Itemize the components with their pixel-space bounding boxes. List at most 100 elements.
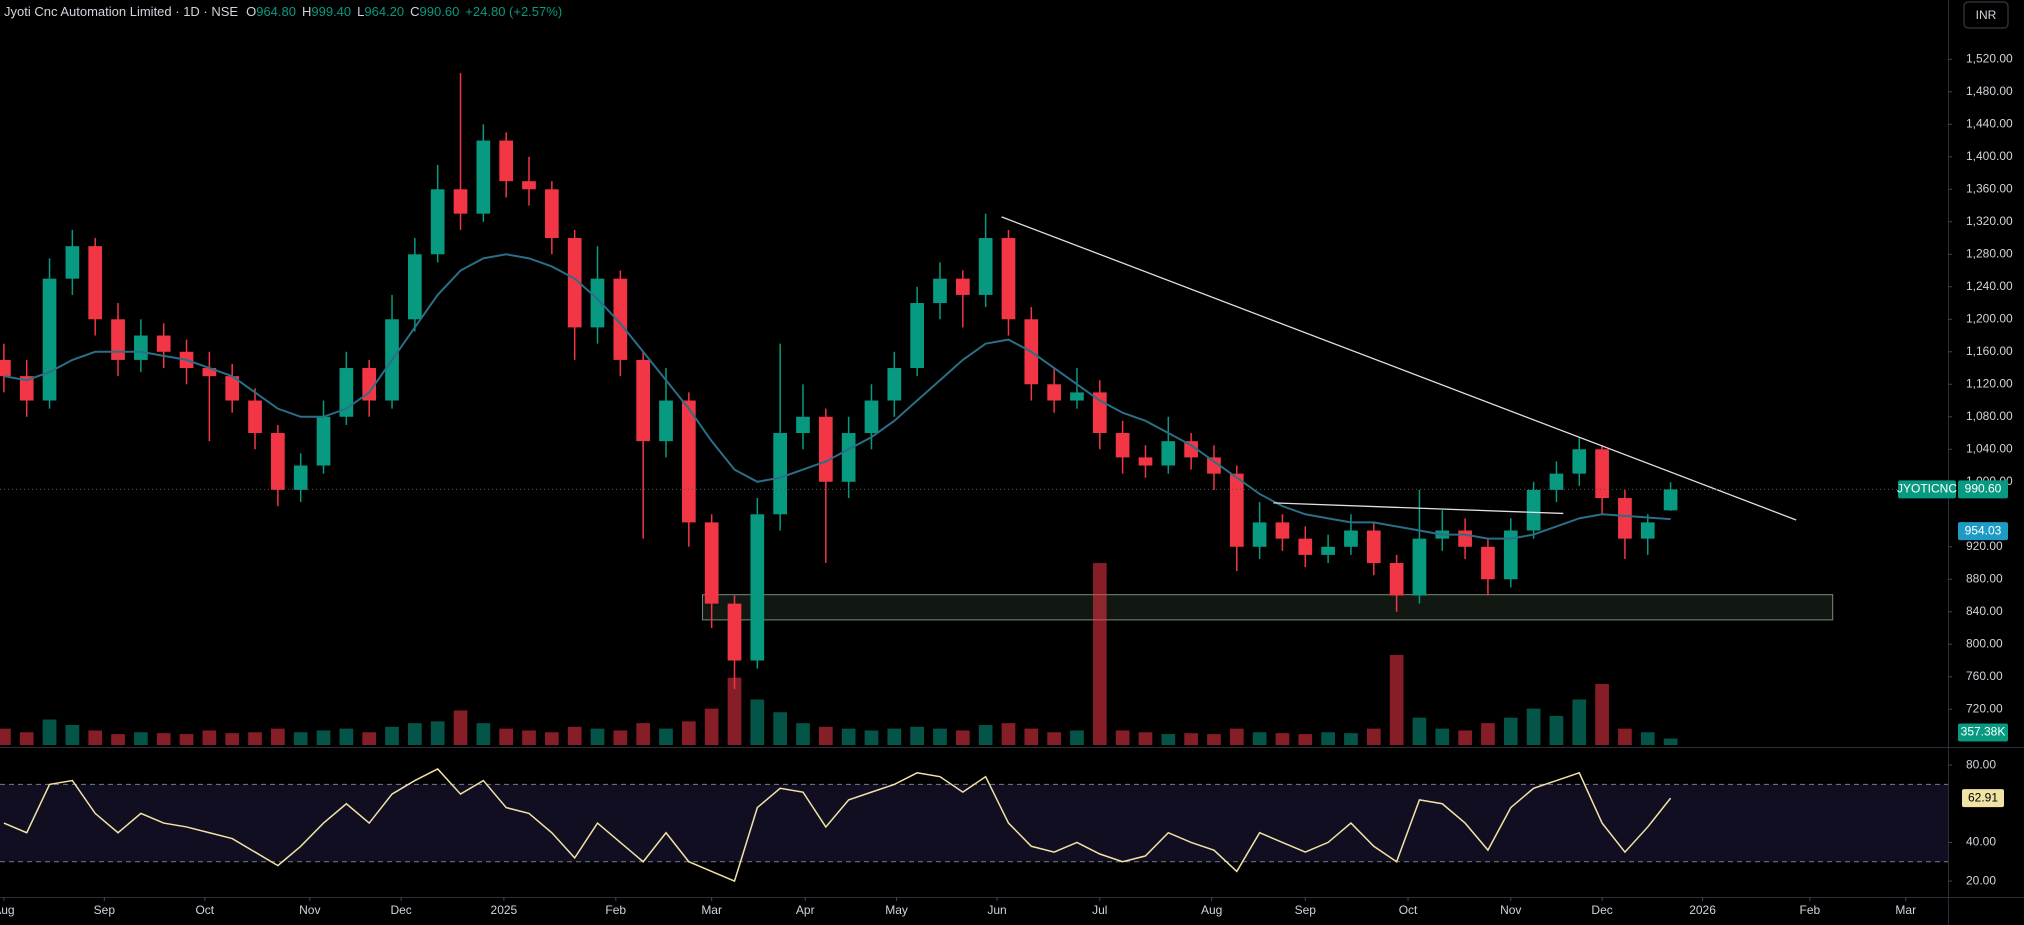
volume-bar [385, 726, 399, 745]
candle-body [1047, 384, 1061, 401]
x-tick-label: Mar [1895, 903, 1916, 917]
rsi-box [1962, 789, 2004, 808]
volume-bar [156, 733, 171, 745]
candle-body [1298, 538, 1313, 555]
volume-bar [659, 728, 673, 745]
candle-body [773, 433, 788, 515]
currency-button[interactable] [1963, 1, 2009, 29]
x-tick-label: Apr [796, 903, 815, 917]
plot [0, 73, 1948, 883]
candle-body [1618, 498, 1632, 539]
x-tick-label: Sep [1295, 903, 1317, 917]
l-key: L [357, 4, 364, 19]
currency[interactable]: INR [1976, 8, 1997, 22]
volume-bar [1092, 563, 1107, 745]
x-tick-label: Jul [1092, 903, 1107, 917]
candle-body [1503, 530, 1518, 580]
x-tick-label: 2026 [1689, 903, 1716, 917]
candle-body [1458, 530, 1472, 547]
volume-bar [1526, 708, 1541, 745]
x-tick-label: Nov [299, 903, 320, 917]
h-key: H [302, 4, 311, 19]
volume-bar [362, 732, 377, 745]
candle-body [1344, 530, 1358, 547]
y-tick-label: 1,080.00 [1966, 409, 2013, 423]
x-tick-label: Feb [605, 903, 626, 917]
candle-body [1184, 441, 1198, 458]
volume-bar [1663, 738, 1678, 745]
candle-body [978, 238, 993, 295]
candle-body [1640, 522, 1655, 539]
y-tick-label: 1,040.00 [1966, 441, 2013, 455]
volume-bar [567, 726, 582, 745]
volume-bar [1618, 728, 1632, 745]
candle-body [134, 335, 148, 360]
y-tick-label: 1,400.00 [1966, 149, 2013, 163]
candle-body [408, 254, 422, 320]
candle-body [1207, 457, 1221, 474]
y-tick-label: 760.00 [1966, 669, 2003, 683]
volume-bar [1412, 717, 1427, 745]
volume-bar [1549, 715, 1564, 745]
volume-bar [864, 730, 879, 745]
neckline [1273, 502, 1564, 515]
volume-bar [202, 730, 217, 745]
volume-bar [408, 723, 422, 745]
volume-bar [1138, 732, 1153, 745]
volume-bar [1161, 734, 1176, 745]
volume-bar [339, 728, 354, 745]
candle-body [1001, 238, 1016, 320]
volume-bar [636, 723, 651, 745]
candle-body [1275, 522, 1290, 539]
candle-body [910, 303, 924, 369]
o-key: O [246, 4, 256, 19]
candle-body [1161, 441, 1176, 466]
l-value: 964.20 [364, 4, 404, 19]
x-tick-label: Oct [195, 903, 214, 917]
volume-bar [818, 726, 833, 745]
volume-bar [1024, 728, 1039, 745]
volume-bar [1070, 730, 1084, 745]
candle-body [499, 140, 514, 182]
rsi-line [3, 768, 1672, 883]
y-tick-label: 840.00 [1966, 604, 2003, 618]
volume-bar [134, 732, 148, 745]
candle-body [796, 416, 810, 434]
volume-bar [111, 734, 125, 745]
x-tick-label: 2025 [491, 903, 518, 917]
candle-body [1366, 530, 1381, 564]
volume-bar [796, 723, 810, 745]
candle-body [225, 376, 240, 401]
volume-bar [933, 728, 947, 745]
volume-bar [225, 733, 240, 745]
last-price-label: 990.60 [1965, 482, 2002, 496]
candle-body [841, 433, 856, 482]
candle-body [681, 400, 696, 523]
volume-bar [293, 732, 308, 745]
volume-bar [1435, 728, 1450, 745]
volume-bar [1184, 733, 1198, 745]
volume-bar [978, 724, 993, 745]
volume-bar [1640, 732, 1655, 745]
candle-body [955, 278, 970, 295]
volume-bar [1503, 717, 1518, 745]
volume-bar [1321, 732, 1335, 745]
candle-body [1572, 449, 1587, 474]
volume-bar [1207, 734, 1221, 745]
volume-bar [453, 710, 468, 745]
ma-label: 954.03 [1965, 523, 2002, 537]
volume-bar [1229, 728, 1244, 745]
x-tick-label: Sep [94, 903, 116, 917]
support-zone [702, 594, 1834, 621]
candle-body [156, 335, 171, 352]
volume-bar [910, 726, 924, 745]
y-tick-label: 1,360.00 [1966, 181, 2013, 195]
rsi-band [0, 784, 1948, 862]
volume-bar [1298, 734, 1313, 745]
x-tick-label: Oct [1399, 903, 1418, 917]
candle-body [1092, 392, 1107, 434]
candle-body [1229, 473, 1244, 547]
candle-body [362, 368, 377, 401]
candle-body [887, 368, 902, 401]
